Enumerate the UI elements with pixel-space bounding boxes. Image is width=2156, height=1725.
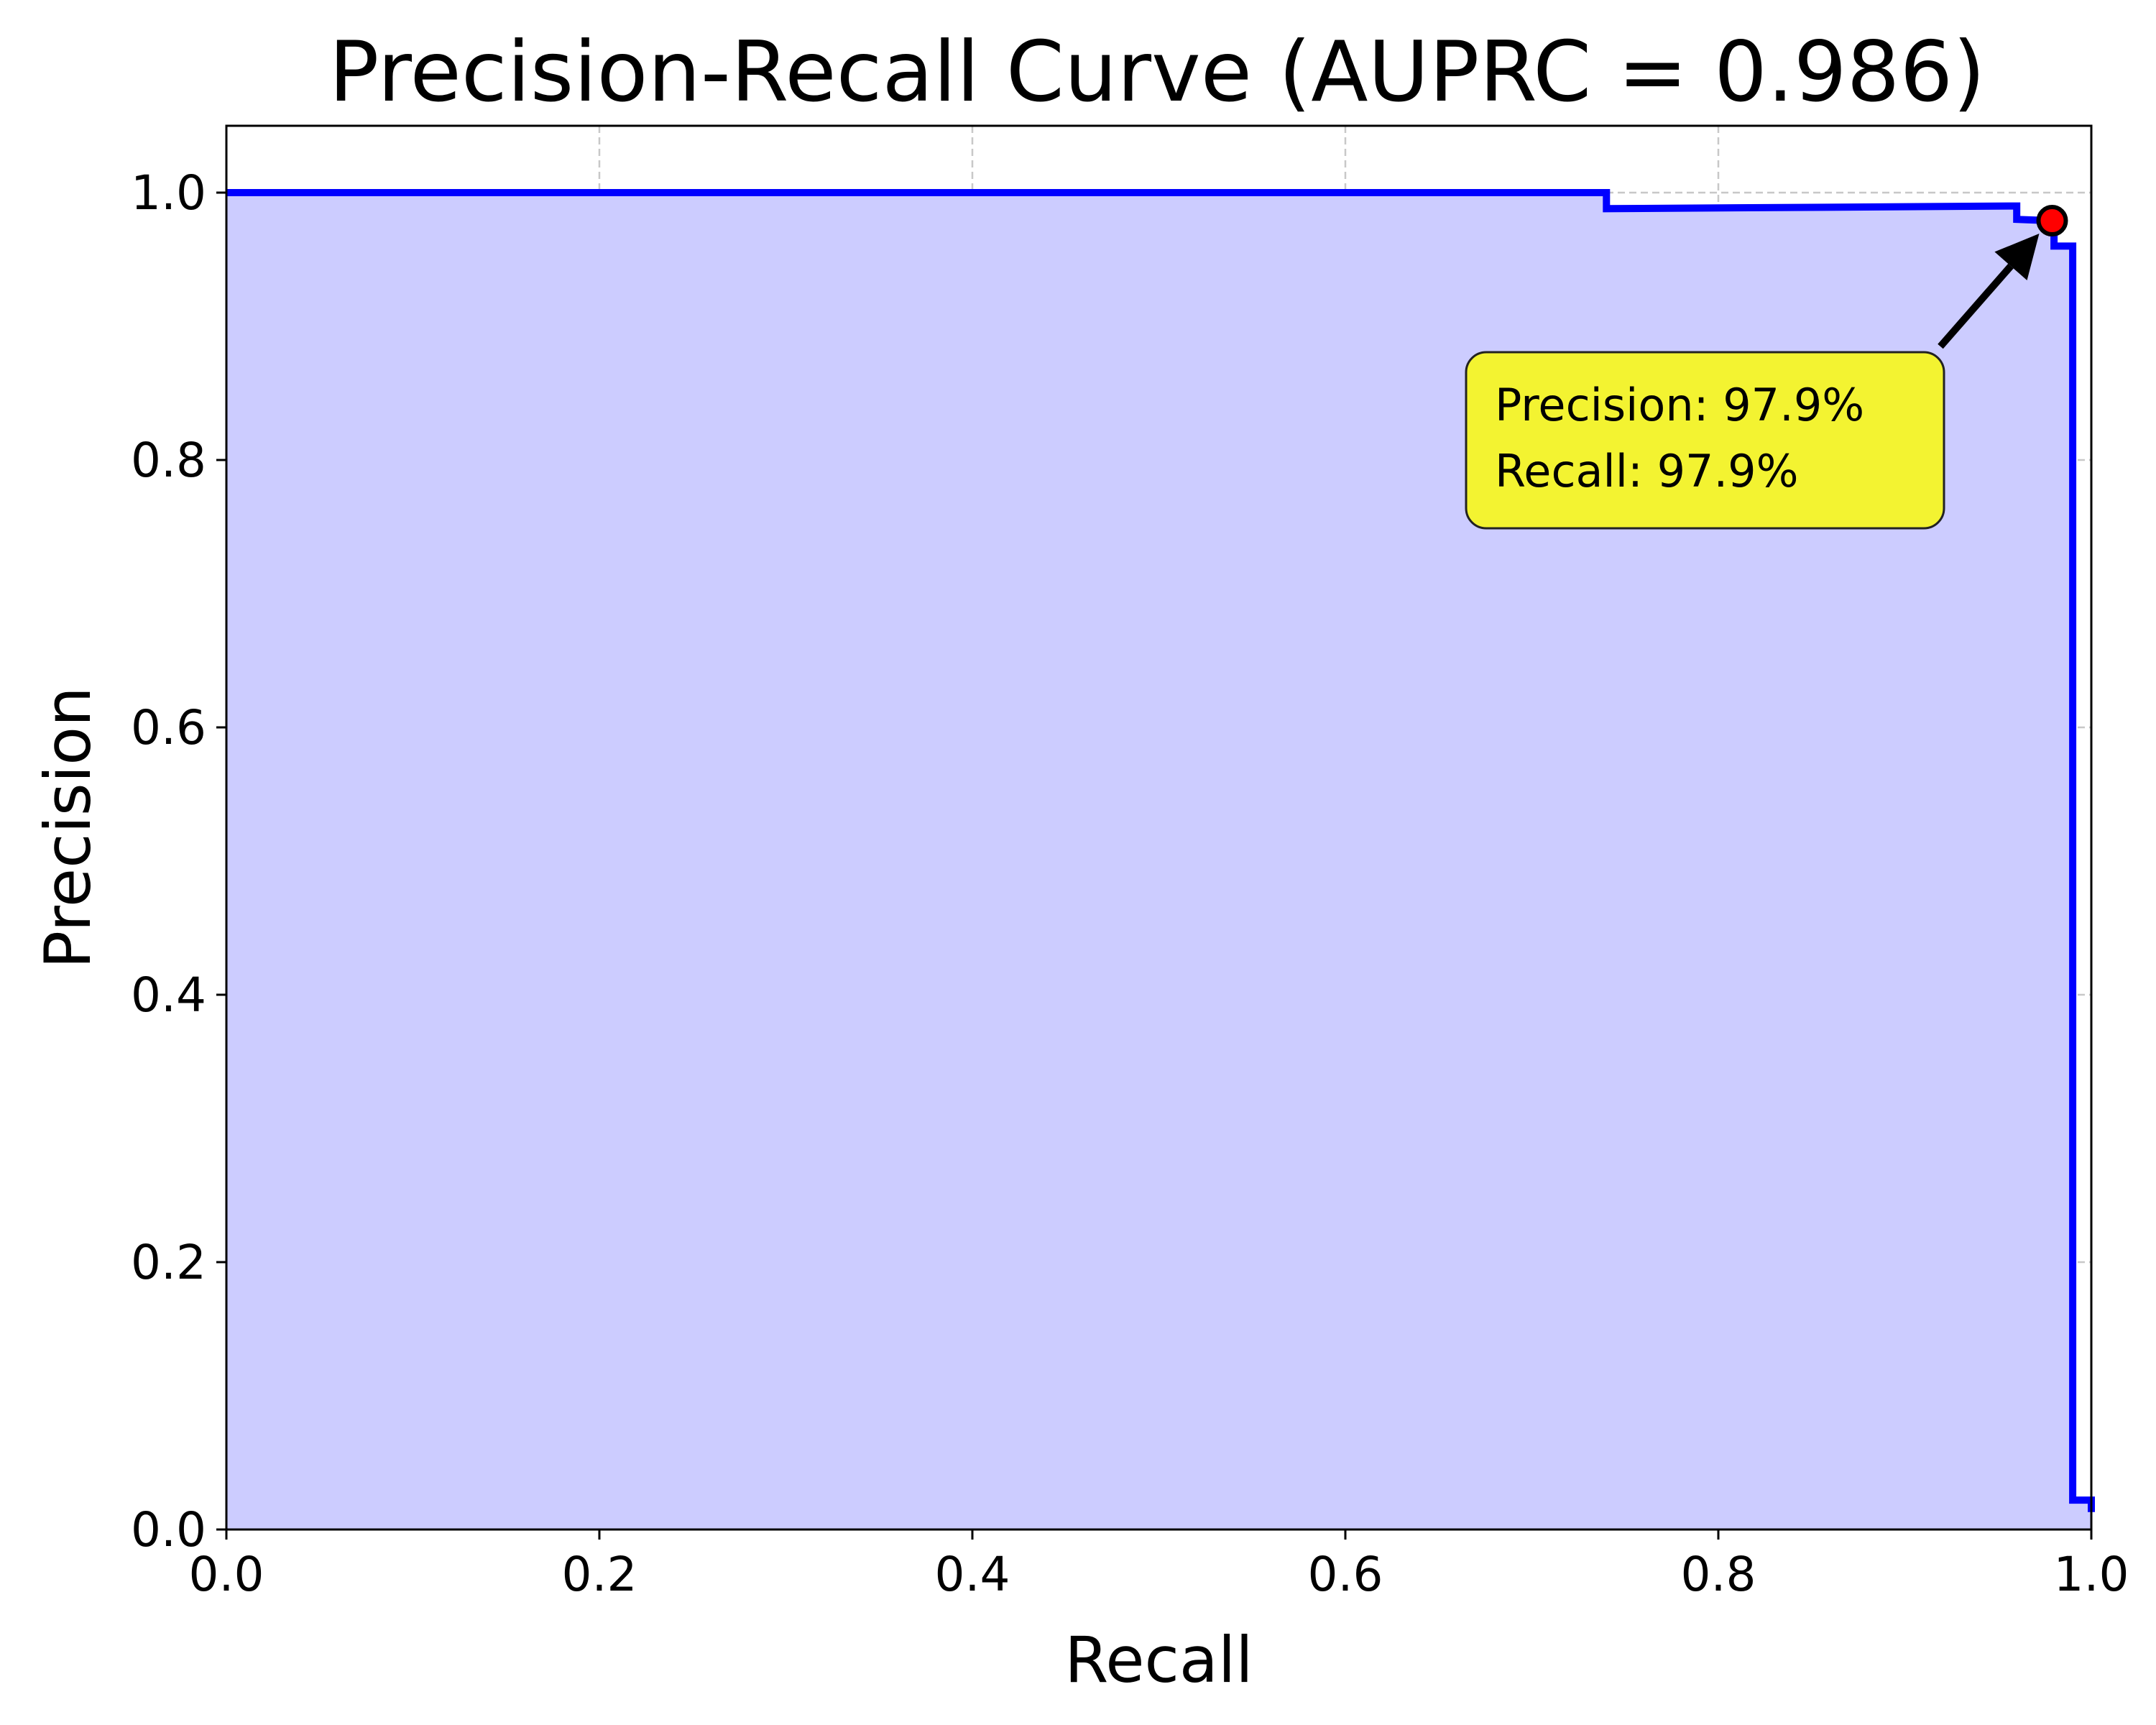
y-tick-label: 0.0 xyxy=(131,1502,206,1558)
chart-title: Precision-Recall Curve (AUPRC = 0.986) xyxy=(328,24,1985,121)
y-tick-label: 0.4 xyxy=(131,967,206,1023)
y-tick-label: 0.8 xyxy=(131,433,206,488)
annotation-arrow xyxy=(1938,263,2014,349)
annotation-precision-text: Precision: 97.9% xyxy=(1495,379,1864,431)
highlight-point-marker xyxy=(2036,205,2068,237)
x-tick-label: 0.2 xyxy=(562,1547,637,1602)
y-tick-label: 1.0 xyxy=(131,165,206,221)
y-tick-label: 0.2 xyxy=(131,1235,206,1290)
axis-ticks: 0.0 0.2 0.4 0.6 0.8 1.0 0.0 0.2 0.4 0.6 0.8 1.0 xyxy=(131,165,2129,1602)
x-tick-label: 0.8 xyxy=(1681,1547,1756,1602)
x-axis-label: Recall xyxy=(1064,1623,1253,1697)
annotation-recall-text: Recall: 97.9% xyxy=(1495,445,1799,497)
plot-frame xyxy=(225,124,2093,1531)
x-tick-label: 0.4 xyxy=(935,1547,1010,1602)
x-tick-label: 1.0 xyxy=(2054,1547,2129,1602)
annotation-arrow-head xyxy=(1994,234,2040,280)
annotation-box xyxy=(1465,351,1945,530)
x-tick-label: 0.0 xyxy=(189,1547,264,1602)
annotation: Precision: 97.9% Recall: 97.9% xyxy=(1465,234,2040,530)
y-tick-label: 0.6 xyxy=(131,700,206,755)
y-axis-label: Precision xyxy=(31,686,105,969)
x-tick-label: 0.6 xyxy=(1308,1547,1383,1602)
